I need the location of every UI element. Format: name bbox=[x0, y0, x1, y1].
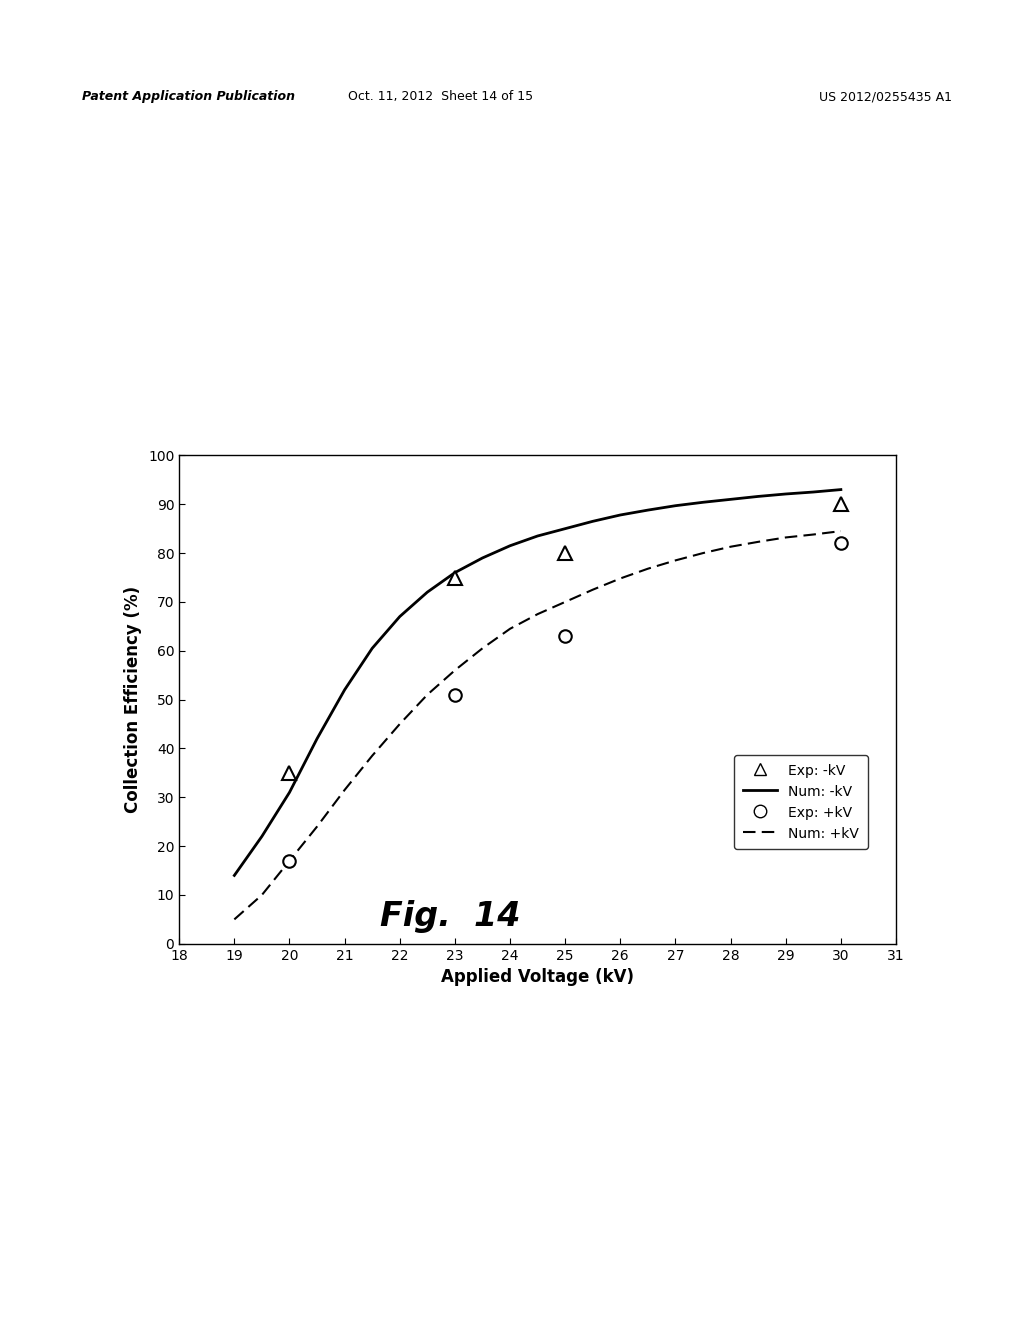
Text: US 2012/0255435 A1: US 2012/0255435 A1 bbox=[819, 90, 952, 103]
Text: Fig.  14: Fig. 14 bbox=[380, 900, 521, 933]
Text: Patent Application Publication: Patent Application Publication bbox=[82, 90, 295, 103]
Legend: Exp: -kV, Num: -kV, Exp: +kV, Num: +kV: Exp: -kV, Num: -kV, Exp: +kV, Num: +kV bbox=[734, 755, 867, 849]
Y-axis label: Collection Efficiency (%): Collection Efficiency (%) bbox=[124, 586, 142, 813]
X-axis label: Applied Voltage (kV): Applied Voltage (kV) bbox=[441, 968, 634, 986]
Text: Oct. 11, 2012  Sheet 14 of 15: Oct. 11, 2012 Sheet 14 of 15 bbox=[348, 90, 532, 103]
